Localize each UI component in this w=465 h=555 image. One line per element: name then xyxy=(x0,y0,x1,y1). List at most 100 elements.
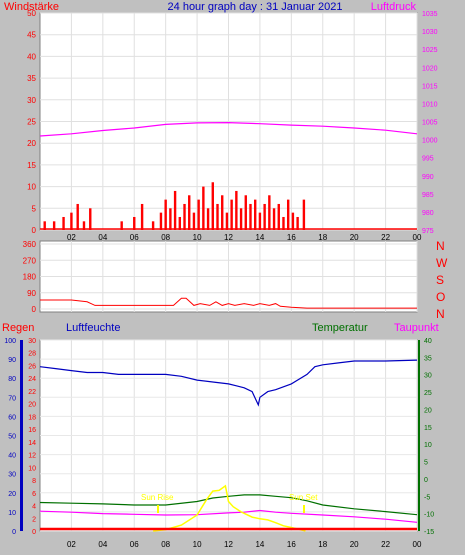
wind-bar xyxy=(70,212,73,230)
wind-bar xyxy=(169,208,172,230)
wind-direction-line xyxy=(40,297,417,309)
taupunkt-label: Taupunkt xyxy=(394,322,439,334)
x-tick-label-bottom: 18 xyxy=(318,540,327,549)
tick-labels: 0202040406060808101012121414161618182020… xyxy=(4,9,448,549)
pressure-tick-label: 1035 xyxy=(422,11,438,18)
x-tick-label-bottom: 22 xyxy=(381,540,390,549)
wind-bar xyxy=(221,195,224,230)
wind-tick-label: 10 xyxy=(27,183,36,192)
wind-bar xyxy=(151,221,155,230)
wind-tick-label: 35 xyxy=(27,74,36,83)
humidity-tick-label: 90 xyxy=(8,357,16,364)
x-tick-label-bottom: 14 xyxy=(255,540,264,549)
pressure-tick-label: 1010 xyxy=(422,101,438,108)
rain-tick-label: 10 xyxy=(28,465,36,472)
x-tick-label-top: 08 xyxy=(161,233,170,242)
x-tick-label-bottom: 10 xyxy=(193,540,202,549)
x-tick-label-top: 20 xyxy=(350,233,359,242)
humidity-line xyxy=(39,359,418,407)
wind-bar xyxy=(235,190,238,230)
compass-label: O xyxy=(436,290,445,304)
wind-tick-label: 0 xyxy=(32,226,37,235)
compass-label: N xyxy=(436,307,445,321)
wind-bar xyxy=(89,208,92,230)
x-tick-label-top: 14 xyxy=(255,233,264,242)
humidity-tick-label: 10 xyxy=(8,510,16,517)
wind-bar xyxy=(216,203,219,230)
pressure-tick-label: 1030 xyxy=(422,29,438,36)
wind-bar xyxy=(62,216,65,230)
x-tick-label-top: 18 xyxy=(318,233,327,242)
wind-bar xyxy=(249,203,252,230)
wind-tick-label: 5 xyxy=(32,204,37,213)
rain-tick-label: 12 xyxy=(28,453,36,460)
x-tick-label-bottom: 16 xyxy=(287,540,296,549)
direction-tick-label: 360 xyxy=(23,240,37,249)
temperature-tick-label: 25 xyxy=(424,390,432,397)
humidity-tick-label: 0 xyxy=(12,529,16,536)
temperature-tick-label: 10 xyxy=(424,442,432,449)
wind-bar xyxy=(202,186,205,230)
pressure-tick-label: 1020 xyxy=(422,65,438,72)
pressure-tick-label: 1005 xyxy=(422,120,438,127)
temperature-axis-bar xyxy=(418,340,420,531)
wind-bar xyxy=(211,182,214,230)
temperature-tick-label: 0 xyxy=(424,477,428,484)
humidity-tick-label: 20 xyxy=(8,491,16,498)
wind-bar xyxy=(52,221,56,230)
wind-bar xyxy=(178,216,182,230)
wind-bar xyxy=(173,190,177,230)
rain-tick-label: 16 xyxy=(28,427,36,434)
rain-tick-label: 22 xyxy=(28,389,36,396)
humidity-tick-label: 80 xyxy=(8,376,16,383)
direction-tick-label: 0 xyxy=(32,305,37,314)
wind-bar xyxy=(192,212,196,230)
series-layer xyxy=(39,121,418,532)
temperature-tick-label: 40 xyxy=(424,338,432,345)
dewpoint-line xyxy=(39,509,418,523)
sun-rise-label: Sun Rise xyxy=(141,493,174,502)
wind-bar xyxy=(258,212,262,230)
rain-tick-label: 4 xyxy=(32,504,36,511)
wind-bar xyxy=(244,195,247,230)
wind-bar xyxy=(239,208,243,230)
wind-tick-label: 50 xyxy=(27,9,36,18)
rain-tick-label: 28 xyxy=(28,351,36,358)
luftdruck-label: Luftdruck xyxy=(371,1,417,13)
direction-tick-label: 180 xyxy=(23,273,37,282)
wind-bar xyxy=(302,199,306,230)
regen-label: Regen xyxy=(2,322,34,334)
luftfeuchte-label: Luftfeuchte xyxy=(66,322,120,334)
temperature-tick-label: 15 xyxy=(424,425,432,432)
x-tick-label-top: 06 xyxy=(130,233,139,242)
pressure-tick-label: 1015 xyxy=(422,83,438,90)
windstaerke-label: Windstärke xyxy=(4,1,59,13)
x-tick-label-bottom: 06 xyxy=(130,540,139,549)
wind-bar xyxy=(197,199,200,230)
wind-tick-label: 15 xyxy=(27,161,36,170)
humidity-tick-label: 40 xyxy=(8,453,16,460)
pressure-tick-label: 985 xyxy=(422,192,434,199)
temperature-tick-label: 35 xyxy=(424,355,432,362)
humidity-tick-label: 30 xyxy=(8,472,16,479)
wind-bar xyxy=(272,208,276,230)
wind-bar xyxy=(206,208,210,230)
humidity-tick-label: 60 xyxy=(8,414,16,421)
x-tick-label-top: 12 xyxy=(224,233,233,242)
humidity-tick-label: 50 xyxy=(8,434,16,441)
wind-tick-label: 30 xyxy=(27,96,36,105)
wind-bar xyxy=(291,212,295,230)
pressure-tick-label: 1000 xyxy=(422,138,438,145)
rain-tick-label: 26 xyxy=(28,363,36,370)
rain-tick-label: 0 xyxy=(32,529,36,536)
x-tick-label-bottom: 20 xyxy=(350,540,359,549)
wind-bar xyxy=(282,216,285,230)
sun-rise-marker: Sun Rise xyxy=(141,493,174,513)
temperature-line xyxy=(39,494,418,516)
wind-bar xyxy=(164,199,167,230)
temperature-tick-label: 5 xyxy=(424,460,428,467)
x-tick-label-bottom: 04 xyxy=(98,540,107,549)
x-tick-label-top: 10 xyxy=(193,233,202,242)
pressure-tick-label: 1025 xyxy=(422,47,438,54)
